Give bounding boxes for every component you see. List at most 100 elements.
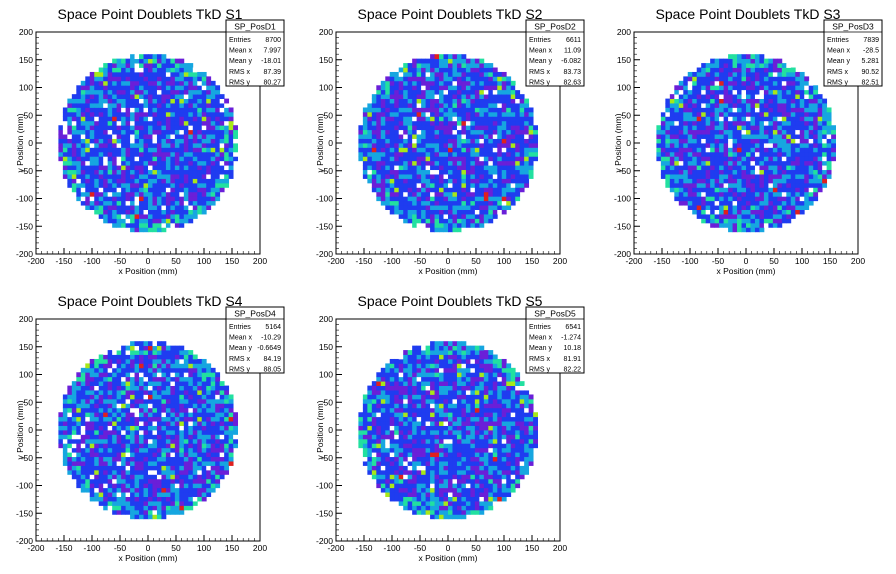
heatmap-cell (705, 107, 711, 113)
heatmap-cell (510, 143, 516, 148)
heatmap-cell (768, 165, 774, 171)
heatmap-cell (156, 496, 162, 502)
heatmap-cell (148, 58, 153, 64)
heatmap-cell (434, 89, 440, 95)
heatmap-cell (822, 125, 828, 131)
heatmap-cell (479, 196, 485, 202)
heatmap-cell (754, 111, 760, 117)
heatmap-cell (497, 80, 503, 86)
heatmap-cell (130, 416, 135, 422)
heatmap-cell (754, 222, 760, 228)
heatmap-cell (139, 147, 144, 153)
heatmap-cell (183, 120, 189, 126)
heatmap-cell (692, 98, 698, 104)
heatmap-cell (165, 222, 171, 228)
heatmap-cell (790, 76, 796, 82)
x-tick-label: 100 (795, 256, 809, 266)
heatmap-cell (696, 125, 702, 131)
heatmap-cell (76, 398, 82, 404)
heatmap-cell (107, 174, 113, 179)
heatmap-cell (130, 456, 135, 462)
x-axis-label: x Position (mm) (118, 266, 177, 276)
heatmap-cell (705, 94, 711, 99)
heatmap-cell (156, 430, 162, 435)
heatmap-cell (407, 143, 413, 148)
heatmap-cell (134, 483, 140, 489)
heatmap-cell (786, 182, 792, 188)
heatmap-cell (674, 138, 680, 144)
heatmap-cell (192, 67, 198, 73)
heatmap-cell (161, 71, 167, 77)
heatmap-cell (389, 134, 395, 139)
heatmap-cell (192, 134, 198, 139)
heatmap-cell (67, 125, 73, 131)
heatmap-cell (519, 182, 525, 188)
heatmap-cell (497, 187, 503, 193)
heatmap-cell (107, 461, 113, 466)
heatmap-cell (416, 218, 422, 224)
heatmap-cell (421, 76, 426, 82)
heatmap-cell (746, 120, 751, 126)
heatmap-cell (170, 103, 176, 108)
heatmap-cell (71, 452, 77, 458)
heatmap-cell (103, 430, 109, 435)
heatmap-cell (121, 138, 126, 144)
heatmap-cell (398, 138, 404, 144)
heatmap-cell (510, 85, 516, 91)
heatmap-cell (148, 509, 153, 515)
heatmap-cell (799, 103, 805, 108)
heatmap-cell (143, 345, 149, 351)
heatmap-cell (94, 120, 100, 126)
heatmap-cell (687, 178, 693, 184)
heatmap-cell (98, 89, 104, 95)
heatmap-cell (179, 129, 185, 135)
heatmap-cell (80, 412, 86, 418)
heatmap-cell (403, 107, 409, 113)
heatmap-cell (701, 218, 707, 224)
heatmap-cell (786, 98, 792, 104)
heatmap-cell (705, 71, 711, 77)
heatmap-cell (759, 218, 765, 224)
heatmap-cell (170, 125, 176, 131)
heatmap-cell (456, 129, 462, 135)
heatmap-cell (452, 196, 458, 202)
heatmap-cell (434, 107, 440, 113)
heatmap-cell (112, 425, 118, 431)
heatmap-cell (143, 191, 149, 197)
heatmap-cell (192, 111, 198, 117)
heatmap-cell (80, 474, 86, 480)
heatmap-cell (161, 134, 167, 139)
heatmap-cell (732, 205, 738, 210)
heatmap-cell (772, 138, 778, 144)
stats-row-label: Mean y (229, 58, 252, 65)
heatmap-cell (358, 138, 364, 144)
heatmap-cell (116, 456, 122, 462)
heatmap-cell (192, 85, 198, 91)
heatmap-cell (497, 165, 503, 171)
heatmap-cell (506, 196, 512, 202)
heatmap-cell (161, 120, 167, 126)
heatmap-cell (116, 350, 122, 355)
heatmap-cell (443, 116, 449, 122)
heatmap-cell (389, 107, 395, 113)
heatmap-cell (152, 492, 158, 497)
heatmap-cell (116, 474, 122, 480)
heatmap-cell (746, 214, 751, 219)
heatmap-cell (710, 89, 716, 95)
heatmap-cell (71, 416, 77, 422)
heatmap-cell (492, 209, 498, 215)
heatmap-cell (683, 160, 689, 166)
heatmap-cell (732, 120, 738, 126)
heatmap-cell (492, 129, 498, 135)
heatmap-cell (781, 111, 787, 117)
heatmap-cell (85, 200, 91, 206)
heatmap-cell (687, 85, 693, 91)
heatmap-cell (85, 125, 91, 131)
heatmap-cell (161, 416, 167, 422)
heatmap-cell (746, 174, 751, 179)
heatmap-cell (448, 218, 453, 224)
heatmap-cell (817, 98, 823, 104)
heatmap-cell (456, 143, 462, 148)
heatmap-cell (358, 129, 364, 135)
heatmap-cell (777, 205, 783, 210)
